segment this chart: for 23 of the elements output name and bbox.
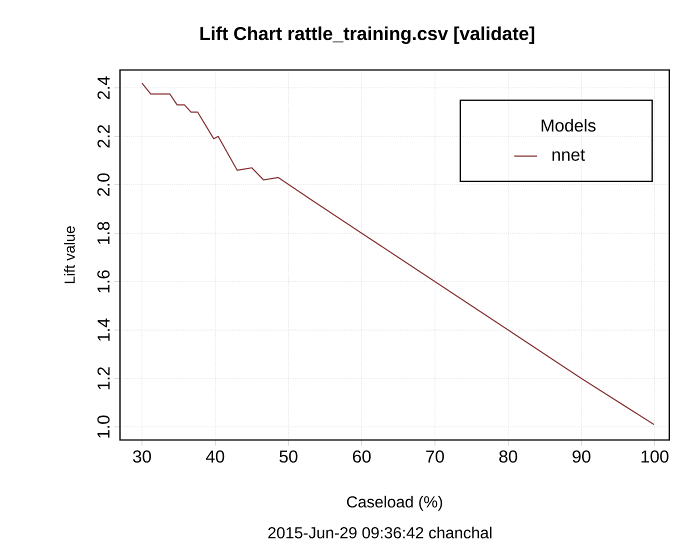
x-tick-label: 50	[280, 450, 298, 463]
y-axis-title: Lift value	[64, 226, 75, 284]
y-tick-label: 1.6	[97, 270, 110, 292]
legend-title: Models	[542, 118, 596, 132]
x-tick-label: 90	[572, 450, 590, 463]
y-tick-label: 1.8	[97, 222, 110, 244]
x-tick-label: 60	[352, 450, 371, 463]
x-axis-title: Caseload (%)	[347, 496, 442, 511]
y-tick-label: 2.2	[97, 125, 110, 148]
legend-label: nnet	[552, 149, 585, 161]
text: 2015-Jun-29 09:36:42 chanchal	[268, 526, 492, 538]
y-tick-label: 1.0	[97, 416, 110, 438]
y-tick-label: 1.4	[98, 318, 110, 341]
x-tick-label: 30	[133, 450, 151, 463]
y-tick-label: 2.4	[97, 76, 110, 100]
line-series	[141, 82, 655, 426]
x-tick-label: 80	[499, 450, 518, 463]
chart-title: Lift Chart rattle_training.csv [validate]	[200, 26, 534, 44]
y-tick-label: 1.2	[97, 367, 110, 390]
x-tick-label: 40	[206, 450, 224, 463]
x-tick-label: 100	[642, 450, 668, 463]
y-tick-label: 2.0	[97, 173, 110, 196]
x-tick-label: 70	[426, 450, 444, 463]
